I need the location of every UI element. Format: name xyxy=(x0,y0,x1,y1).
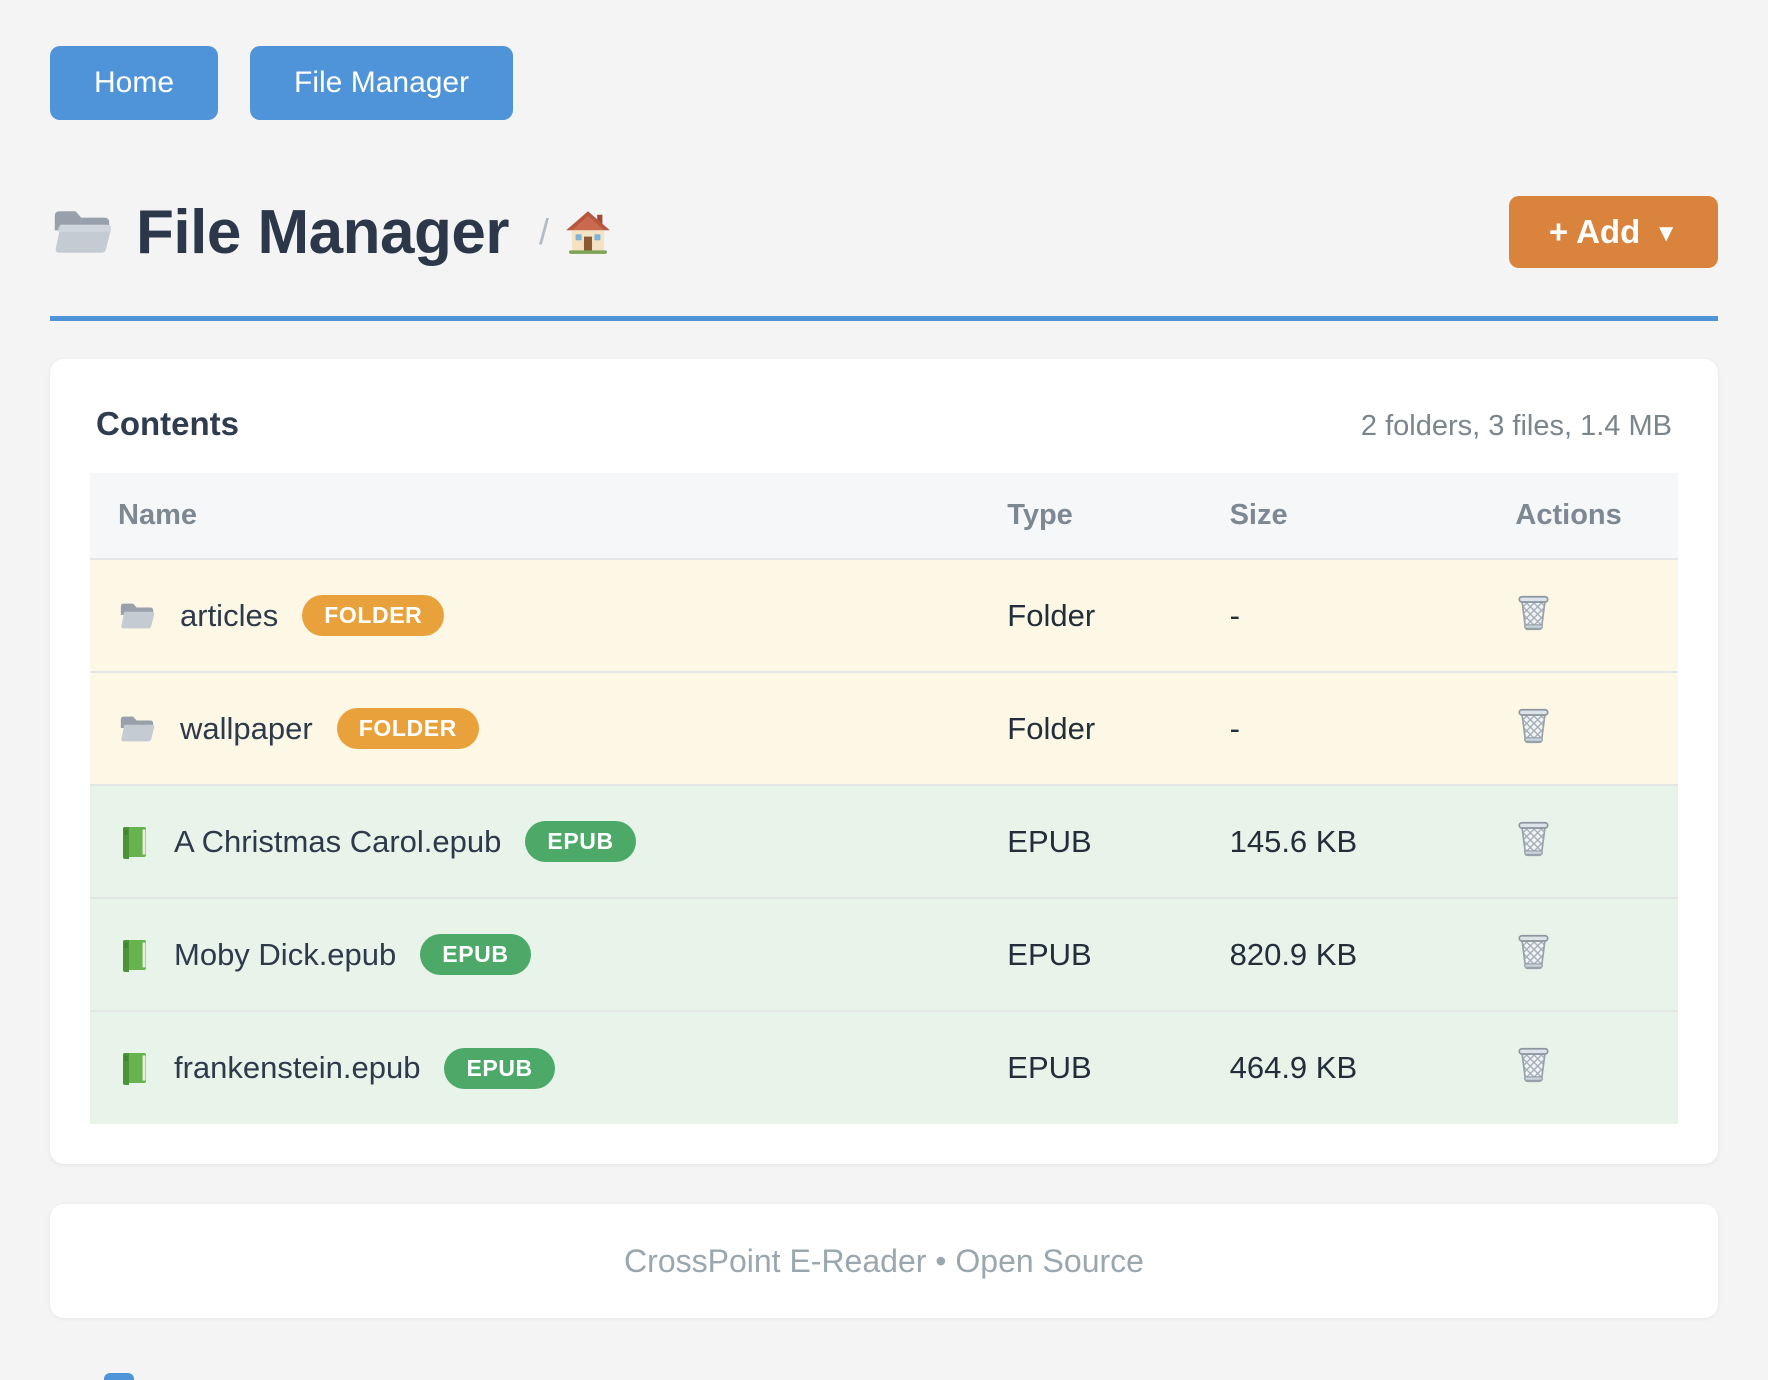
trash-icon xyxy=(1518,708,1549,743)
folder-icon xyxy=(120,603,155,628)
trash-icon xyxy=(1518,821,1549,856)
table-header-row: Name Type Size Actions xyxy=(90,473,1678,559)
page-title: File Manager xyxy=(136,197,510,267)
file-size: - xyxy=(1201,671,1488,785)
column-header-name: Name xyxy=(90,473,980,559)
type-badge: FOLDER xyxy=(336,708,479,749)
green-book-icon xyxy=(123,939,146,972)
file-table: Name Type Size Actions articles xyxy=(90,473,1678,1124)
type-badge: EPUB xyxy=(525,821,636,862)
contents-heading: Contents xyxy=(96,405,239,442)
trash-icon xyxy=(1518,595,1549,630)
nav-file-manager-button[interactable]: File Manager xyxy=(250,46,514,120)
trash-icon xyxy=(1518,934,1549,969)
column-header-actions: Actions xyxy=(1487,473,1678,559)
file-type: EPUB xyxy=(979,897,1202,1011)
type-badge: EPUB xyxy=(420,934,531,975)
footer-text: CrossPoint E-Reader • Open Source xyxy=(624,1242,1144,1279)
offscreen-button-fragment xyxy=(104,1373,134,1380)
column-header-type: Type xyxy=(979,473,1202,559)
type-badge: EPUB xyxy=(444,1047,555,1089)
file-size: 145.6 KB xyxy=(1201,784,1488,898)
file-type: EPUB xyxy=(979,1010,1202,1124)
file-table-body: articles FOLDER Folder - xyxy=(90,558,1678,1124)
table-row: A Christmas Carol.epub EPUB EPUB 145.6 K… xyxy=(90,784,1678,898)
trash-icon xyxy=(1518,1047,1549,1083)
page-header: File Manager / + Add ▼ xyxy=(50,196,1718,268)
footer: CrossPoint E-Reader • Open Source xyxy=(50,1204,1718,1318)
add-button[interactable]: + Add ▼ xyxy=(1508,196,1718,268)
table-row: wallpaper FOLDER Folder - xyxy=(90,671,1678,785)
file-size: 820.9 KB xyxy=(1201,897,1488,1011)
file-name[interactable]: wallpaper xyxy=(180,710,313,746)
contents-summary: 2 folders, 3 files, 1.4 MB xyxy=(1360,410,1672,442)
table-row: Moby Dick.epub EPUB EPUB 820.9 KB xyxy=(90,897,1678,1011)
column-header-size: Size xyxy=(1201,473,1488,559)
file-name[interactable]: Moby Dick.epub xyxy=(174,936,397,972)
delete-button[interactable] xyxy=(1515,931,1552,971)
delete-button[interactable] xyxy=(1515,1044,1552,1084)
add-button-label: + Add xyxy=(1548,213,1641,250)
delete-button[interactable] xyxy=(1515,705,1552,745)
file-size: - xyxy=(1201,558,1488,672)
file-name[interactable]: frankenstein.epub xyxy=(174,1050,421,1085)
delete-button[interactable] xyxy=(1515,592,1552,632)
top-nav: Home File Manager xyxy=(50,46,1718,120)
file-type: Folder xyxy=(979,671,1202,785)
breadcrumb: / xyxy=(539,210,611,254)
breadcrumb-separator: / xyxy=(539,211,550,252)
folder-icon xyxy=(120,716,155,741)
title-group: File Manager / xyxy=(50,197,611,268)
home-house-icon[interactable] xyxy=(565,210,611,254)
file-type: EPUB xyxy=(979,784,1202,898)
card-header: Contents 2 folders, 3 files, 1.4 MB xyxy=(90,405,1678,443)
green-book-icon xyxy=(123,1053,146,1085)
file-name[interactable]: A Christmas Carol.epub xyxy=(174,823,502,859)
table-row: frankenstein.epub EPUB EPUB 464.9 KB xyxy=(90,1010,1678,1124)
file-name[interactable]: articles xyxy=(180,597,279,633)
type-badge: FOLDER xyxy=(302,595,445,636)
contents-card: Contents 2 folders, 3 files, 1.4 MB Name… xyxy=(50,359,1718,1164)
caret-down-icon: ▼ xyxy=(1654,220,1678,247)
folder-icon xyxy=(54,211,112,253)
delete-button[interactable] xyxy=(1515,818,1552,858)
nav-home-button[interactable]: Home xyxy=(50,46,219,120)
file-size: 464.9 KB xyxy=(1201,1010,1488,1124)
table-row: articles FOLDER Folder - xyxy=(90,558,1678,672)
green-book-icon xyxy=(123,826,146,859)
accent-divider xyxy=(50,316,1718,321)
file-type: Folder xyxy=(979,558,1202,672)
